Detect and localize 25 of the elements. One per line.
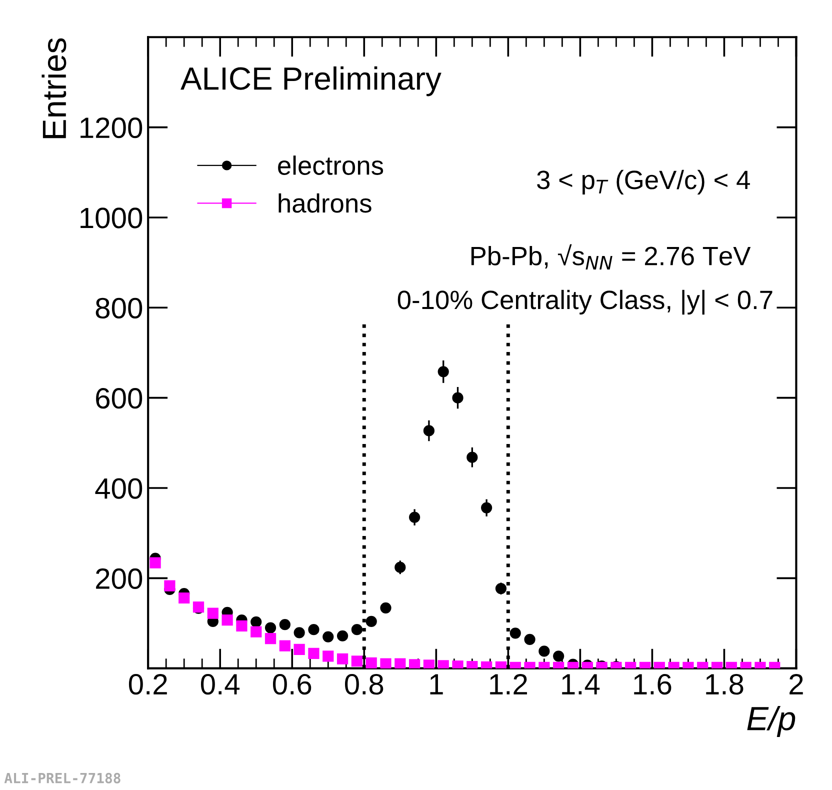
x-tick-label: 0.4	[200, 674, 240, 695]
y-tick-label: 200	[96, 568, 142, 590]
x-tick-label: 1.2	[490, 674, 527, 694]
legend-label: hadrons	[278, 193, 372, 213]
x-tick-label: 1	[430, 674, 443, 694]
x-tick-label: 0.2	[128, 674, 167, 695]
annotation: ALICE Preliminary	[180, 66, 442, 96]
legend-label: electrons	[278, 156, 384, 175]
y-tick-label: 600	[96, 388, 142, 409]
x-axis-title: E/p	[747, 706, 796, 738]
x-tick-label: 1.4	[562, 674, 600, 694]
annotation: 0-10% Centrality Class, |y| < 0.7	[398, 290, 772, 315]
x-tick-label: 2	[790, 674, 803, 694]
x-tick-label: 1.8	[706, 674, 744, 695]
y-tick-label: 1000	[80, 208, 142, 228]
x-tick-label: 0.6	[272, 674, 312, 695]
y-tick-label: 1200	[80, 118, 142, 138]
annotation: 3 < p$_{T}$ (GeV/c) < 4	[537, 170, 750, 195]
y-tick-label: 400	[95, 478, 142, 499]
y-axis-title: Entries	[42, 38, 66, 138]
annotation: Pb-Pb, √s$_{NN}$ = 2.76 TeV	[471, 244, 751, 270]
text: ALI-PREL-77188	[4, 772, 120, 784]
x-tick-label: 1.6	[634, 674, 672, 695]
y-tick-label: 800	[96, 298, 142, 319]
x-tick-label: 0.8	[345, 674, 384, 695]
